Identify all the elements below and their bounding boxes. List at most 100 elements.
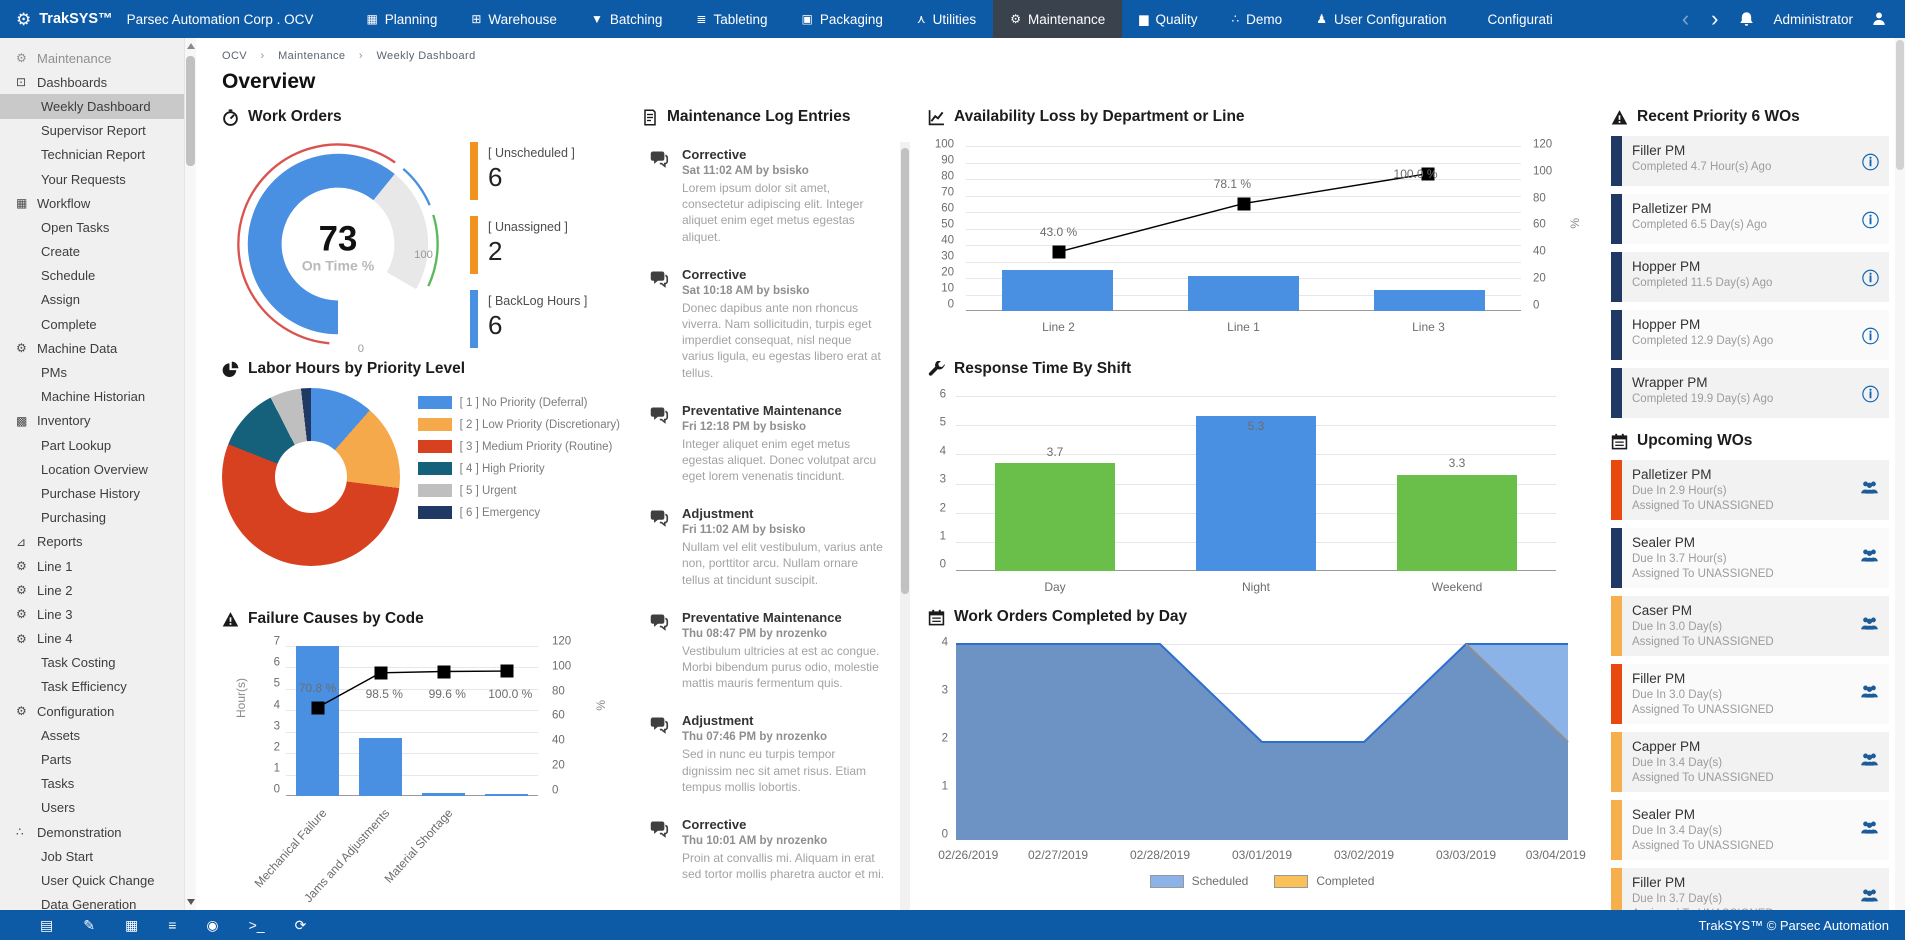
recent-wo-card[interactable]: Wrapper PM Completed 19.9 Day(s) Ago ⓘ bbox=[1611, 368, 1889, 418]
bar-night[interactable] bbox=[1196, 416, 1316, 571]
bar-line1[interactable] bbox=[1188, 276, 1299, 311]
sidebar-item[interactable]: PMs bbox=[0, 360, 196, 384]
sidebar-item[interactable]: Purchasing bbox=[0, 506, 196, 530]
line-marker[interactable] bbox=[1421, 167, 1435, 181]
log-entry[interactable]: Preventative Maintenance Thu 08:47 PM by… bbox=[642, 599, 894, 703]
sidebar-item[interactable]: Data Generation bbox=[0, 893, 196, 910]
page-scrollbar[interactable] bbox=[1895, 38, 1905, 910]
sidebar-item[interactable]: Job Start bbox=[0, 844, 196, 868]
edit-icon[interactable]: ✎ bbox=[83, 917, 95, 933]
upcoming-wo-card[interactable]: Sealer PM Due In 3.7 Hour(s) Assigned To… bbox=[1611, 528, 1889, 588]
sidebar-item[interactable]: ∴ Demonstration bbox=[0, 820, 196, 844]
upcoming-wo-card[interactable]: Filler PM Due In 3.7 Day(s) Assigned To … bbox=[1611, 868, 1889, 910]
sidebar-item[interactable]: User Quick Change bbox=[0, 868, 196, 892]
log-entry[interactable]: Adjustment Thu 07:46 PM by nrozenko Sed … bbox=[642, 702, 894, 806]
sidebar-item[interactable]: Part Lookup bbox=[0, 433, 196, 457]
log-scrollbar[interactable] bbox=[900, 142, 910, 910]
log-entry[interactable]: Corrective Thu 10:01 AM by nrozenko Proi… bbox=[642, 806, 894, 888]
sidebar-item[interactable]: Task Efficiency bbox=[0, 675, 196, 699]
top-nav-item[interactable]: ▦ Planning bbox=[349, 0, 454, 38]
scroll-up-icon[interactable] bbox=[187, 43, 195, 49]
top-nav-item[interactable]: ▆ Quality bbox=[1122, 0, 1214, 38]
sidebar-item[interactable]: Schedule bbox=[0, 264, 196, 288]
assign-users-icon[interactable] bbox=[1860, 480, 1879, 500]
sidebar-item[interactable]: Location Overview bbox=[0, 457, 196, 481]
sidebar-item[interactable]: ⊡ Dashboards bbox=[0, 70, 196, 94]
sidebar-item[interactable]: Assets bbox=[0, 723, 196, 747]
top-nav-item[interactable]: ⋏ Utilities bbox=[900, 0, 993, 38]
info-icon[interactable]: ⓘ bbox=[1862, 269, 1879, 289]
sidebar-item[interactable]: Technician Report bbox=[0, 143, 196, 167]
assign-users-icon[interactable] bbox=[1860, 820, 1879, 840]
brand[interactable]: ⚙ TrakSYS™ Parsec Automation Corp . OCV bbox=[0, 0, 327, 38]
sidebar-item[interactable]: ⚙ Line 1 bbox=[0, 554, 196, 578]
sidebar-item[interactable]: Assign bbox=[0, 288, 196, 312]
bar-weekend[interactable] bbox=[1397, 474, 1517, 571]
bar-line2[interactable] bbox=[1002, 269, 1114, 311]
log-entry[interactable]: Adjustment Fri 11:02 AM by bsisko Nullam… bbox=[642, 495, 894, 599]
sidebar-item[interactable]: Parts bbox=[0, 747, 196, 771]
terminal-icon[interactable]: >_ bbox=[248, 917, 265, 933]
assign-users-icon[interactable] bbox=[1860, 548, 1879, 568]
scroll-down-icon[interactable] bbox=[187, 899, 195, 905]
log-scrollbar-thumb[interactable] bbox=[901, 148, 909, 594]
bar-material-shortage[interactable] bbox=[422, 792, 465, 796]
sidebar-item[interactable]: ⚙ Line 3 bbox=[0, 602, 196, 626]
line-marker[interactable] bbox=[374, 666, 387, 680]
sidebar-item[interactable]: Tasks bbox=[0, 772, 196, 796]
sidebar-item[interactable]: Task Costing bbox=[0, 651, 196, 675]
bar-jams-adjustments[interactable] bbox=[359, 737, 402, 796]
upcoming-wo-card[interactable]: Filler PM Due In 3.0 Day(s) Assigned To … bbox=[1611, 664, 1889, 724]
upcoming-wo-card[interactable]: Capper PM Due In 3.4 Day(s) Assigned To … bbox=[1611, 732, 1889, 792]
recent-wo-card[interactable]: Hopper PM Completed 12.9 Day(s) Ago ⓘ bbox=[1611, 310, 1889, 360]
top-nav-item[interactable]: Configurati bbox=[1464, 0, 1570, 38]
top-nav-item[interactable]: ≣ Tableting bbox=[679, 0, 784, 38]
refresh-icon[interactable]: ⟳ bbox=[294, 917, 307, 933]
sidebar-item[interactable]: Supervisor Report bbox=[0, 119, 196, 143]
assign-users-icon[interactable] bbox=[1860, 752, 1879, 772]
top-nav-item[interactable]: ⊞ Warehouse bbox=[454, 0, 574, 38]
breadcrumb-item[interactable]: Maintenance bbox=[278, 50, 346, 62]
sidebar-item[interactable]: Weekly Dashboard bbox=[0, 94, 196, 119]
sidebar-item[interactable]: ⚙ Maintenance bbox=[0, 46, 196, 70]
sidebar-scrollbar-thumb[interactable] bbox=[186, 56, 195, 166]
sidebar-item[interactable]: ⚙ Line 4 bbox=[0, 627, 196, 651]
line-marker[interactable] bbox=[437, 665, 450, 678]
eye-icon[interactable]: ◉ bbox=[206, 917, 219, 933]
line-marker[interactable] bbox=[500, 664, 513, 678]
user-icon[interactable] bbox=[1871, 11, 1887, 27]
document-icon[interactable]: ▤ bbox=[40, 917, 54, 933]
line-marker[interactable] bbox=[1052, 245, 1066, 259]
info-icon[interactable]: ⓘ bbox=[1862, 385, 1879, 405]
assign-users-icon[interactable] bbox=[1860, 684, 1879, 704]
sidebar-scrollbar[interactable] bbox=[184, 38, 196, 910]
bar-day[interactable] bbox=[995, 463, 1115, 571]
assign-users-icon[interactable] bbox=[1860, 888, 1879, 908]
sidebar-item[interactable]: Users bbox=[0, 796, 196, 820]
recent-wo-card[interactable]: Hopper PM Completed 11.5 Day(s) Ago ⓘ bbox=[1611, 252, 1889, 302]
sidebar-item[interactable]: Your Requests bbox=[0, 167, 196, 191]
sidebar-item[interactable]: ⚙ Machine Data bbox=[0, 336, 196, 360]
upcoming-wo-card[interactable]: Sealer PM Due In 3.4 Day(s) Assigned To … bbox=[1611, 800, 1889, 860]
bar-line3[interactable] bbox=[1373, 289, 1485, 311]
assign-users-icon[interactable] bbox=[1860, 616, 1879, 636]
top-nav-item[interactable]: ▣ Packaging bbox=[784, 0, 899, 38]
sidebar-item[interactable]: ⊿ Reports bbox=[0, 530, 196, 554]
user-name[interactable]: Administrator bbox=[1773, 11, 1853, 27]
line-marker[interactable] bbox=[1237, 197, 1250, 211]
sidebar-item[interactable]: Purchase History bbox=[0, 481, 196, 505]
info-icon[interactable]: ⓘ bbox=[1862, 153, 1879, 173]
log-entry[interactable]: Preventative Maintenance Fri 12:18 PM by… bbox=[642, 392, 894, 496]
sidebar-item[interactable]: Complete bbox=[0, 312, 196, 336]
bar-other[interactable] bbox=[485, 793, 528, 796]
sidebar-item[interactable]: ▦ Workflow bbox=[0, 191, 196, 215]
sidebar-item[interactable]: ⚙ Line 2 bbox=[0, 578, 196, 602]
info-icon[interactable]: ⓘ bbox=[1862, 211, 1879, 231]
line-marker[interactable] bbox=[311, 701, 324, 714]
nav-next-icon[interactable]: › bbox=[1711, 6, 1719, 31]
top-nav-item[interactable]: ▼ Batching bbox=[574, 0, 679, 38]
sidebar-item[interactable]: ▩ Inventory bbox=[0, 409, 196, 433]
sidebar-item[interactable]: Open Tasks bbox=[0, 215, 196, 239]
sidebar-item[interactable]: ⚙ Configuration bbox=[0, 699, 196, 723]
recent-wo-card[interactable]: Palletizer PM Completed 6.5 Day(s) Ago ⓘ bbox=[1611, 194, 1889, 244]
